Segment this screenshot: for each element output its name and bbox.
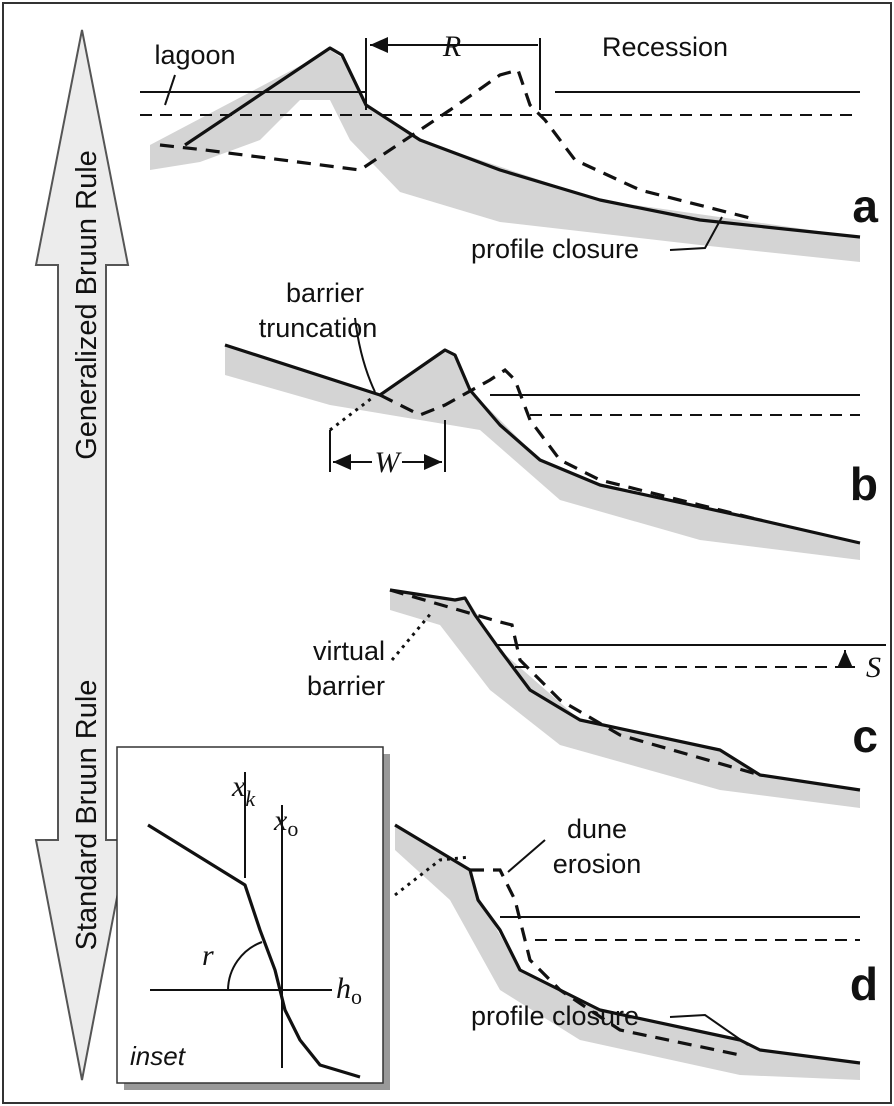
inset-label: h bbox=[336, 972, 351, 1005]
panel-label: d bbox=[850, 958, 878, 1010]
inset-label: o bbox=[351, 984, 362, 1009]
annotation: R bbox=[442, 30, 461, 63]
panel-c bbox=[390, 590, 886, 808]
inset-label: x bbox=[231, 770, 246, 803]
panel-label: b bbox=[850, 458, 878, 510]
annotation: erosion bbox=[553, 849, 642, 879]
annotation: profile closure bbox=[471, 1001, 639, 1031]
annotation: Recession bbox=[602, 32, 728, 62]
annotation: barrier bbox=[307, 671, 385, 701]
inset-title: inset bbox=[130, 1041, 187, 1071]
panel-b bbox=[225, 318, 860, 560]
inset-label: r bbox=[202, 939, 214, 972]
arrow-label: Standard Bruun Rule bbox=[71, 680, 103, 951]
annotation: virtual bbox=[313, 636, 385, 666]
inset-label: x bbox=[273, 804, 288, 837]
annotation: profile closure bbox=[471, 234, 639, 264]
annotation: W bbox=[375, 446, 403, 479]
inset-label: o bbox=[287, 816, 298, 841]
panel-label: a bbox=[852, 180, 878, 232]
annotation: truncation bbox=[259, 313, 378, 343]
annotation: lagoon bbox=[154, 40, 235, 70]
inset-label: k bbox=[245, 786, 256, 811]
panel-label: c bbox=[852, 710, 878, 762]
diagram: Generalized Bruun Rule Standard Bruun Ru… bbox=[0, 0, 894, 1106]
panel-a bbox=[140, 38, 860, 262]
annotation: dune bbox=[567, 814, 627, 844]
arrow-label: Generalized Bruun Rule bbox=[71, 150, 103, 460]
annotation: barrier bbox=[286, 278, 364, 308]
annotation: S bbox=[866, 651, 881, 684]
